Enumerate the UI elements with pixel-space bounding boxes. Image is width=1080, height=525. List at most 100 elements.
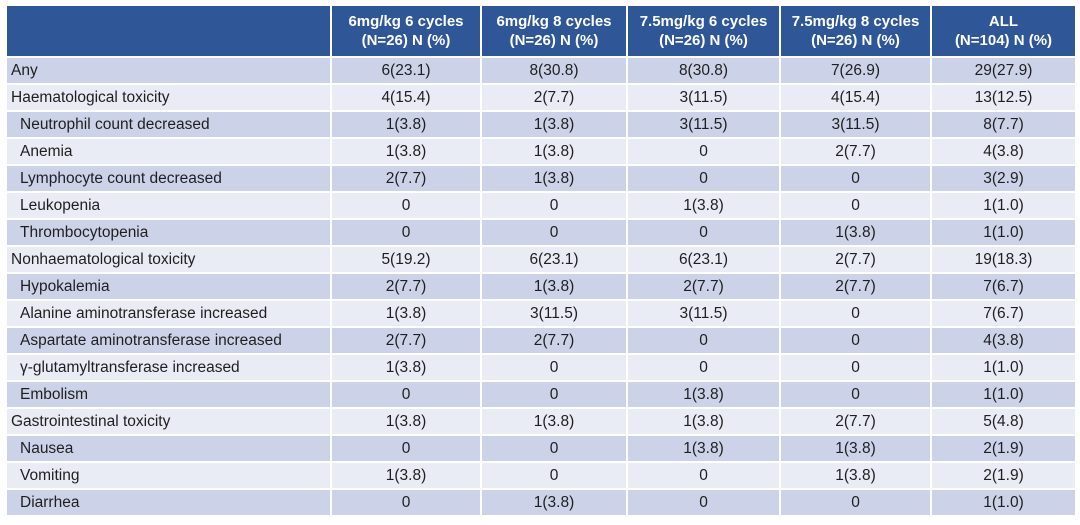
table-row: Aspartate aminotransferase increased 2(7.… xyxy=(5,326,1077,355)
row-label: Neutrophil count decreased xyxy=(5,110,332,139)
row-label: Thrombocytopenia xyxy=(5,218,332,247)
row-label: Gastrointestinal toxicity xyxy=(5,407,332,436)
value-cell: 4(3.8) xyxy=(930,137,1077,166)
table-row: Lymphocyte count decreased 2(7.7) 1(3.8) 0 0… xyxy=(5,164,1077,193)
value-cell: 0 xyxy=(480,218,628,247)
value-cell: 0 xyxy=(626,164,781,193)
row-label: Diarrhea xyxy=(5,488,332,517)
value-cell: 3(11.5) xyxy=(480,299,628,328)
value-cell: 8(30.8) xyxy=(626,56,781,85)
value-cell: 1(3.8) xyxy=(626,434,781,463)
table-row: Nonhaematological toxicity 5(19.2) 6(23.1)… xyxy=(5,245,1077,274)
row-label: Leukopenia xyxy=(5,191,332,220)
value-cell: 1(3.8) xyxy=(330,407,482,436)
value-cell: 0 xyxy=(779,488,932,517)
value-cell: 0 xyxy=(779,164,932,193)
value-cell: 0 xyxy=(330,434,482,463)
value-cell: 6(23.1) xyxy=(626,245,781,274)
value-cell: 2(1.9) xyxy=(930,434,1077,463)
value-cell: 1(1.0) xyxy=(930,191,1077,220)
column-header-line1: 6mg/kg 6 cycles xyxy=(348,12,464,30)
value-cell: 0 xyxy=(480,434,628,463)
value-cell: 0 xyxy=(779,353,932,382)
value-cell: 1(1.0) xyxy=(930,218,1077,247)
table-row: Leukopenia 0 0 1(3.8) 0 1(1.0) xyxy=(5,191,1077,220)
column-header: 7.5mg/kg 6 cycles (N=26) N (%) xyxy=(626,4,781,58)
column-header-line2: (N=26) N (%) xyxy=(659,32,748,49)
value-cell: 2(1.9) xyxy=(930,461,1077,490)
row-label: Nausea xyxy=(5,434,332,463)
value-cell: 1(3.8) xyxy=(480,164,628,193)
value-cell: 13(12.5) xyxy=(930,83,1077,112)
value-cell: 0 xyxy=(779,299,932,328)
value-cell: 19(18.3) xyxy=(930,245,1077,274)
header-row: 6mg/kg 6 cycles (N=26) N (%) 6mg/kg 8 cycl… xyxy=(5,4,1077,58)
value-cell: 4(15.4) xyxy=(779,83,932,112)
value-cell: 0 xyxy=(330,218,482,247)
table-row: Vomiting 1(3.8) 0 0 1(3.8) 2(1.9) xyxy=(5,461,1077,490)
value-cell: 1(3.8) xyxy=(480,272,628,301)
value-cell: 1(3.8) xyxy=(330,353,482,382)
value-cell: 0 xyxy=(626,353,781,382)
value-cell: 1(3.8) xyxy=(626,191,781,220)
value-cell: 1(3.8) xyxy=(480,407,628,436)
adverse-events-table-container: 6mg/kg 6 cycles (N=26) N (%) 6mg/kg 8 cycl… xyxy=(5,4,1077,517)
value-cell: 1(3.8) xyxy=(779,434,932,463)
column-header: 7.5mg/kg 8 cycles (N=26) N (%) xyxy=(779,4,932,58)
column-header: 6mg/kg 8 cycles (N=26) N (%) xyxy=(480,4,628,58)
value-cell: 4(3.8) xyxy=(930,326,1077,355)
value-cell: 1(3.8) xyxy=(626,380,781,409)
table-row: Nausea 0 0 1(3.8) 1(3.8) 2(1.9) xyxy=(5,434,1077,463)
value-cell: 7(6.7) xyxy=(930,272,1077,301)
row-label: Hypokalemia xyxy=(5,272,332,301)
value-cell: 7(26.9) xyxy=(779,56,932,85)
value-cell: 2(7.7) xyxy=(626,272,781,301)
value-cell: 6(23.1) xyxy=(330,56,482,85)
value-cell: 5(4.8) xyxy=(930,407,1077,436)
column-header: 6mg/kg 6 cycles (N=26) N (%) xyxy=(330,4,482,58)
value-cell: 0 xyxy=(626,137,781,166)
value-cell: 2(7.7) xyxy=(779,272,932,301)
column-header: ALL (N=104) N (%) xyxy=(930,4,1077,58)
table-body: Any 6(23.1) 8(30.8) 8(30.8) 7(26.9) 29(27.9) H… xyxy=(5,56,1077,517)
value-cell: 0 xyxy=(626,461,781,490)
row-label: Lymphocyte count decreased xyxy=(5,164,332,193)
value-cell: 2(7.7) xyxy=(480,83,628,112)
value-cell: 3(11.5) xyxy=(779,110,932,139)
value-cell: 2(7.7) xyxy=(480,326,628,355)
table-row: Diarrhea 0 1(3.8) 0 0 1(1.0) xyxy=(5,488,1077,517)
value-cell: 7(6.7) xyxy=(930,299,1077,328)
table-row: Thrombocytopenia 0 0 0 1(3.8) 1(1.0) xyxy=(5,218,1077,247)
column-header-line2: (N=26) N (%) xyxy=(811,32,900,49)
value-cell: 1(3.8) xyxy=(779,218,932,247)
value-cell: 2(7.7) xyxy=(779,407,932,436)
row-label: Vomiting xyxy=(5,461,332,490)
table-row: Gastrointestinal toxicity 1(3.8) 1(3.8) 1(3… xyxy=(5,407,1077,436)
value-cell: 1(3.8) xyxy=(626,407,781,436)
column-header-line2: (N=104) N (%) xyxy=(954,32,1053,49)
value-cell: 0 xyxy=(626,218,781,247)
value-cell: 2(7.7) xyxy=(330,326,482,355)
value-cell: 0 xyxy=(626,488,781,517)
value-cell: 1(3.8) xyxy=(779,461,932,490)
value-cell: 0 xyxy=(330,191,482,220)
value-cell: 1(3.8) xyxy=(480,137,628,166)
value-cell: 4(15.4) xyxy=(330,83,482,112)
value-cell: 1(3.8) xyxy=(330,110,482,139)
column-header-line1: 7.5mg/kg 8 cycles xyxy=(791,12,920,30)
table-row: Alanine aminotransferase increased 1(3.8)… xyxy=(5,299,1077,328)
adverse-events-table: 6mg/kg 6 cycles (N=26) N (%) 6mg/kg 8 cycl… xyxy=(5,4,1077,517)
value-cell: 0 xyxy=(480,461,628,490)
value-cell: 2(7.7) xyxy=(330,272,482,301)
value-cell: 0 xyxy=(330,488,482,517)
column-header-line1: 6mg/kg 8 cycles xyxy=(496,12,612,30)
column-header-line1: 7.5mg/kg 6 cycles xyxy=(639,12,768,30)
table-row: Anemia 1(3.8) 1(3.8) 0 2(7.7) 4(3.8) xyxy=(5,137,1077,166)
table-header: 6mg/kg 6 cycles (N=26) N (%) 6mg/kg 8 cycl… xyxy=(5,4,1077,58)
value-cell: 1(3.8) xyxy=(330,461,482,490)
value-cell: 0 xyxy=(779,380,932,409)
value-cell: 0 xyxy=(779,191,932,220)
value-cell: 1(3.8) xyxy=(330,137,482,166)
value-cell: 0 xyxy=(330,380,482,409)
